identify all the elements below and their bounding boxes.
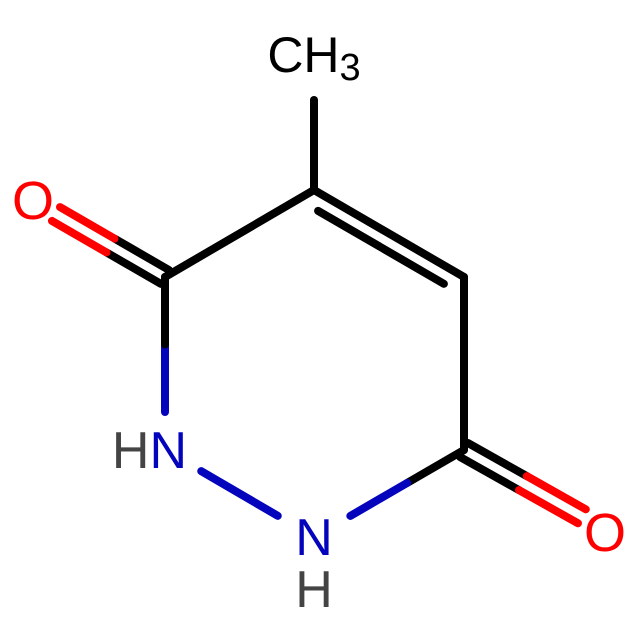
atom-label-n_bottom: NH — [295, 509, 333, 619]
labels-layer: NH HN O O CH3 — [12, 27, 626, 619]
molecule-diagram: NH HN O O CH3 — [0, 0, 629, 624]
atom-label-n_bl: HN — [112, 422, 187, 480]
atom-label-o_left: O — [12, 171, 54, 231]
atom-label-ch3: CH3 — [267, 27, 360, 89]
atom-label-o_right: O — [584, 503, 626, 563]
